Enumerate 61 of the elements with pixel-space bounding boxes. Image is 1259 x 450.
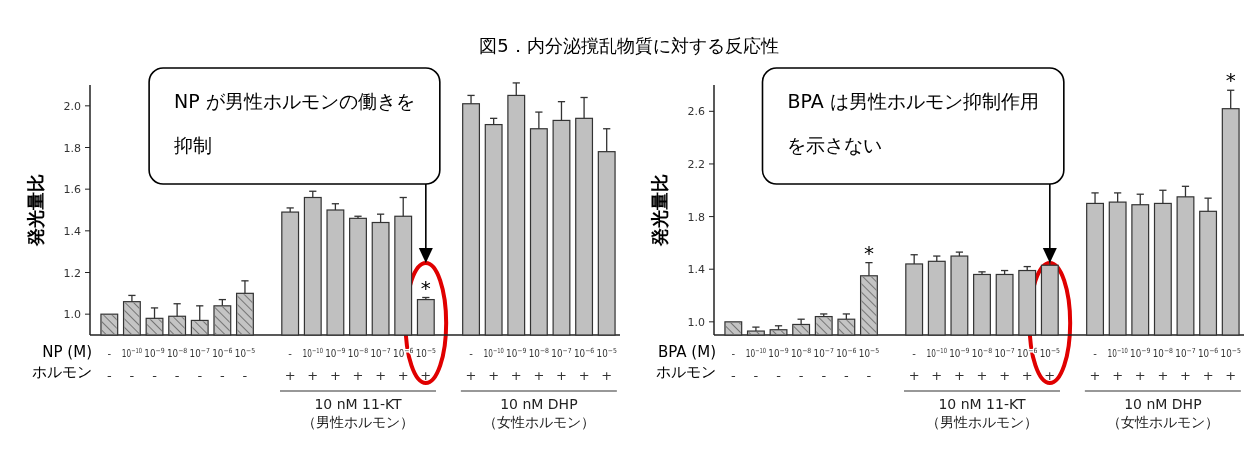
y-axis-title: 発光量比: [649, 174, 670, 247]
text: 10 nM DHP （女性ホルモン）: [1106, 396, 1219, 431]
x-tick-label: - +: [284, 348, 296, 383]
x-axis-title: NP (M) ホルモン: [32, 343, 92, 381]
category-label: 10$^{−6}$ +: [1197, 347, 1220, 383]
x-tick-label: - +: [1089, 348, 1101, 383]
y-axis-title: 発光量比: [25, 174, 46, 247]
category-label: 10$^{−8}$ -: [166, 347, 189, 383]
x-tick-label: - +: [908, 348, 920, 383]
category-label: 10$^{−8}$ +: [971, 347, 994, 383]
category-label: 10$^{−7}$ +: [1175, 347, 1197, 383]
data-label: *: [1225, 68, 1236, 93]
category-label: 10$^{−6}$ -: [836, 347, 858, 383]
category-label: 10$^{−9}$ +: [506, 347, 528, 383]
category-label: 10$^{−8}$ +: [528, 347, 551, 383]
annotation: NP が男性ホルモンの働きを抑制: [174, 90, 415, 156]
category-label: 10$^{−9}$ -: [144, 347, 166, 383]
y-tick-label: 2.6: [687, 105, 705, 119]
category-label: 10$^{−7}$ -: [189, 347, 212, 383]
category-label: 10$^{−6}$ +: [573, 347, 596, 383]
category-label: 10$^{−9}$ +: [325, 347, 347, 383]
x-tick-label: - -: [106, 348, 112, 383]
y-tick-label: 1.8: [687, 210, 705, 224]
category-label: 10$^{−5}$ +: [596, 347, 619, 383]
y-tick-label: 2.2: [687, 157, 705, 171]
category-label: 10$^{−6}$ -: [212, 347, 234, 383]
annotation: BPA は男性ホルモン抑制作用を示さない: [787, 90, 1039, 156]
x-tick-label: - -: [730, 348, 736, 383]
y-tick-label: 1.4: [63, 224, 81, 238]
y-tick-label: 1.8: [63, 141, 81, 155]
text: 10 nM 11-KT （男性ホルモン）: [302, 396, 414, 431]
category-label: 10$^{−5}$ +: [1220, 347, 1243, 383]
category-label: 10$^{−7}$ +: [994, 347, 1016, 383]
category-label: 10$^{−6}$ +: [1017, 347, 1039, 383]
text: 10 nM DHP （女性ホルモン）: [482, 396, 595, 431]
category-label: 10$^{−9}$ -: [768, 347, 790, 383]
x-axis-title: BPA (M) ホルモン: [656, 343, 716, 381]
category-label: 10$^{−9}$ +: [1130, 347, 1152, 383]
data-label: *: [420, 275, 431, 300]
y-tick-label: 1.0: [63, 308, 81, 322]
category-label: 10$^{−5}$ -: [234, 347, 257, 383]
category-label: 10$^{−5}$ +: [415, 347, 438, 383]
y-tick-label: 1.2: [63, 266, 81, 280]
category-label: 10$^{−7}$ +: [370, 347, 392, 383]
category-label: 10$^{−9}$ +: [949, 347, 971, 383]
x-tick-label: - +: [465, 348, 477, 383]
y-tick-label: 2.0: [63, 99, 81, 113]
category-label: 10$^{−7}$ -: [813, 347, 836, 383]
y-tick-label: 1.0: [687, 315, 705, 329]
category-label: 10$^{−5}$ +: [1039, 347, 1062, 383]
chart-title: 図5．内分泌撹乱物質に対する反応性: [479, 35, 779, 56]
text: 10 nM 11-KT （男性ホルモン）: [926, 396, 1038, 431]
y-tick-label: 1.6: [63, 183, 81, 197]
y-tick-label: 1.4: [687, 263, 705, 277]
category-label: 10$^{−6}$ +: [393, 347, 415, 383]
data-label: *: [863, 240, 874, 265]
category-label: 10$^{−7}$ +: [551, 347, 573, 383]
category-label: 10$^{−8}$ +: [347, 347, 370, 383]
category-label: 10$^{−8}$ +: [1152, 347, 1175, 383]
category-label: 10$^{−8}$ -: [790, 347, 813, 383]
category-label: 10$^{−5}$ -: [858, 347, 881, 383]
